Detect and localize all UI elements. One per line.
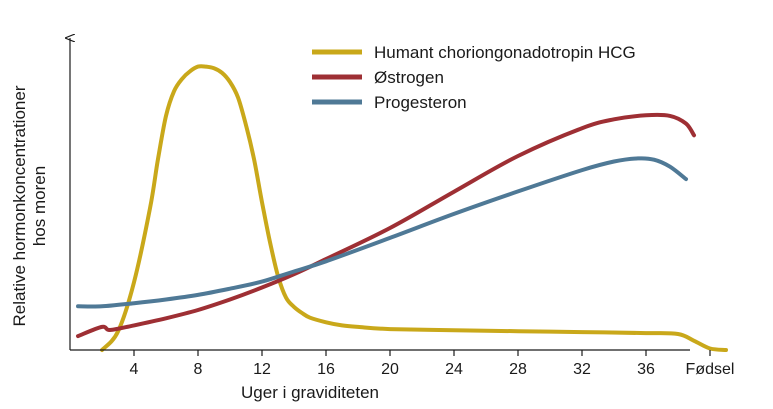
x-ticks: 4 8 12 16 20 24 28 32 36 Fødsel [130, 350, 735, 378]
legend-label-ostrogen: Østrogen [374, 68, 444, 87]
y-axis-title-line-1: Relative hormonkoncentrationer [10, 85, 29, 326]
x-tick-label: 28 [509, 361, 527, 378]
series-line-humant-choriongonadotropin-hcg [100, 64, 728, 352]
x-tick-label: Fødsel [686, 361, 735, 378]
legend-label-humant-choriongonadotropin-hcg: Humant choriongonadotropin HCG [374, 43, 636, 62]
series-line-progesteron [76, 156, 688, 309]
x-tick-label: 12 [253, 361, 271, 378]
y-axis-title: Relative hormonkoncentrationer hos moren [10, 85, 49, 326]
x-tick-label: 8 [194, 361, 203, 378]
x-tick-label: 24 [445, 361, 463, 378]
legend: Humant choriongonadotropin HCG Østrogen Pr… [312, 43, 636, 112]
x-axis-title: Uger i graviditeten [241, 383, 379, 402]
x-tick-label: 36 [637, 361, 655, 378]
x-tick-label: 16 [317, 361, 335, 378]
x-tick-label: 32 [573, 361, 591, 378]
series-line-ostrogen [76, 112, 696, 339]
y-axis-title-line-2: hos moren [30, 166, 49, 246]
x-tick-label: 4 [130, 361, 139, 378]
legend-label-progesteron: Progesteron [374, 93, 467, 112]
x-tick-label: 20 [381, 361, 399, 378]
series-layer [76, 64, 728, 352]
